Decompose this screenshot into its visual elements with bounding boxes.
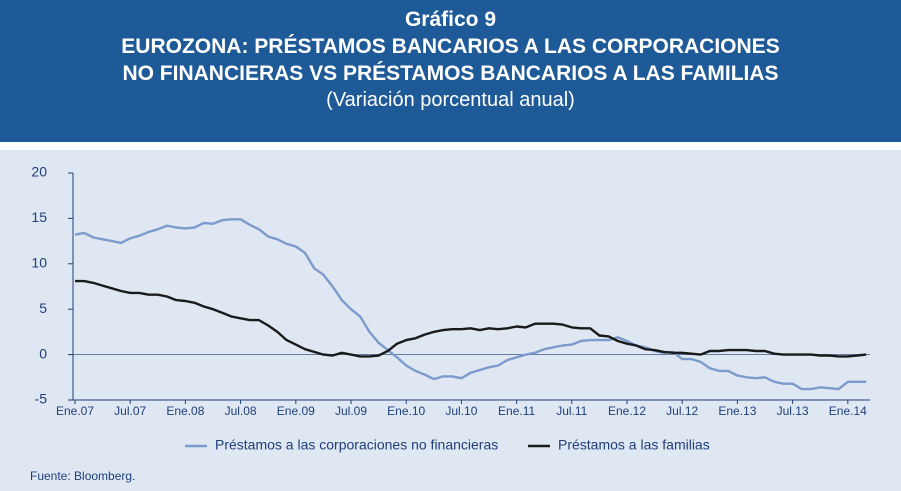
y-tick-label: -5 — [35, 391, 48, 407]
x-tick-label: Ene.14 — [829, 404, 867, 418]
series-line — [74, 218, 867, 391]
x-tick-label: Ene.09 — [277, 404, 315, 418]
x-tick-label: Jul.09 — [335, 404, 367, 418]
title-line: EUROZONA: PRÉSTAMOS BANCARIOS A LAS CORP… — [121, 35, 780, 58]
y-tick-label: 0 — [39, 345, 47, 361]
y-tick-label: 5 — [39, 300, 47, 316]
x-tick-label: Ene.11 — [498, 404, 535, 418]
x-tick-label: Ene.07 — [56, 404, 94, 418]
series-line — [75, 279, 867, 358]
x-tick-label: Jul.11 — [556, 404, 587, 418]
x-tick-label: Ene.13 — [718, 404, 756, 418]
x-tick-label: Ene.08 — [166, 404, 204, 418]
legend-label: Préstamos a las corporaciones no financi… — [215, 437, 498, 453]
legend-label: Préstamos a las familias — [558, 437, 710, 453]
header: Gráfico 9 EUROZONA: PRÉSTAMOS BANCARIOS … — [0, 0, 901, 142]
source: Fuente: Bloomberg. — [30, 469, 135, 483]
y-tick-label: 15 — [31, 209, 47, 225]
x-tick-label: Ene.10 — [387, 404, 425, 418]
x-tick-label: Ene.12 — [608, 404, 646, 418]
y-tick-label: 20 — [31, 164, 47, 180]
title-line: NO FINANCIERAS VS PRÉSTAMOS BANCARIOS A … — [122, 62, 779, 85]
x-tick-label: Jul.10 — [445, 404, 477, 418]
x-tick-label: Jul.08 — [225, 404, 257, 418]
chart-area: -5 0 5 10 15 20 Ene.07 Jul.07 Ene.08 Jul.08 Ene.09… — [0, 150, 901, 491]
subtitle: (Variación porcentual anual) — [326, 89, 575, 111]
x-tick-label: Jul.12 — [666, 404, 698, 418]
chart: -5 0 5 10 15 20 Ene.07 Jul.07 Ene.08 Jul.08 Ene.09… — [30, 164, 871, 483]
x-tick-label: Jul.13 — [777, 404, 809, 418]
x-tick-label: Jul.07 — [114, 404, 146, 418]
supertitle: Gráfico 9 — [404, 8, 497, 31]
y-tick-label: 10 — [31, 255, 47, 271]
